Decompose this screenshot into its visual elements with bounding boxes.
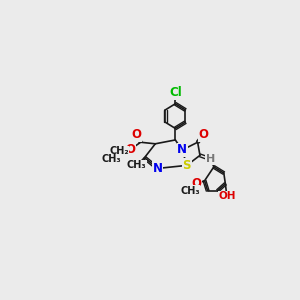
Text: OH: OH <box>218 191 236 201</box>
Text: O: O <box>199 128 209 141</box>
Text: N: N <box>153 162 163 175</box>
Text: O: O <box>131 128 141 141</box>
Text: CH₃: CH₃ <box>127 160 147 170</box>
Text: CH₂: CH₂ <box>109 146 129 157</box>
Text: Cl: Cl <box>169 86 182 100</box>
Text: H: H <box>206 154 215 164</box>
Text: O: O <box>126 143 136 156</box>
Text: CH₃: CH₃ <box>180 186 200 196</box>
Text: CH₃: CH₃ <box>102 154 121 164</box>
Text: S: S <box>183 159 191 172</box>
Text: N: N <box>177 143 187 157</box>
Text: O: O <box>191 177 201 190</box>
